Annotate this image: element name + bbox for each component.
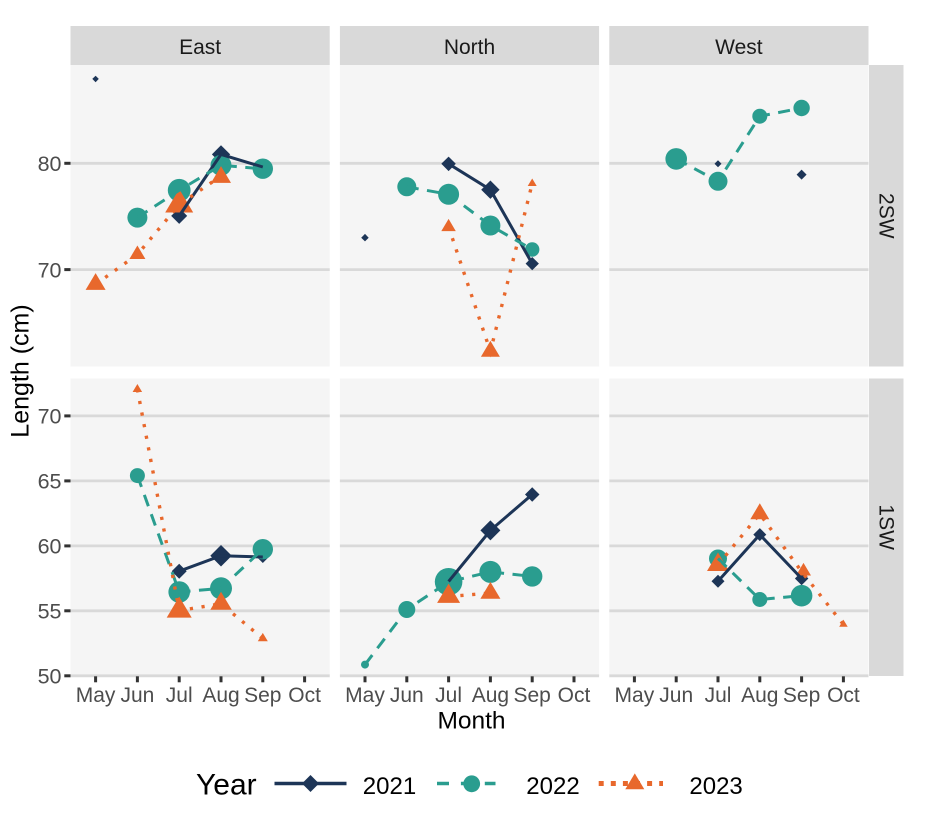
svg-text:Length (cm): Length (cm)	[7, 304, 35, 437]
svg-text:West: West	[715, 36, 763, 59]
svg-text:80: 80	[38, 152, 62, 176]
svg-text:60: 60	[38, 535, 62, 559]
svg-text:65: 65	[38, 470, 62, 494]
svg-text:Jun: Jun	[120, 684, 154, 707]
svg-text:Oct: Oct	[288, 684, 321, 707]
svg-text:North: North	[444, 36, 495, 59]
svg-text:70: 70	[38, 258, 62, 282]
svg-text:70: 70	[38, 405, 62, 429]
svg-text:Year: Year	[196, 769, 257, 802]
svg-text:2023: 2023	[689, 773, 742, 800]
svg-text:2SW: 2SW	[875, 193, 898, 239]
svg-text:Jun: Jun	[659, 684, 693, 707]
svg-text:50: 50	[38, 665, 62, 689]
svg-text:Month: Month	[437, 708, 505, 735]
svg-text:1SW: 1SW	[875, 504, 898, 550]
svg-text:55: 55	[38, 600, 62, 624]
svg-text:Oct: Oct	[827, 684, 860, 707]
svg-text:Oct: Oct	[558, 684, 591, 707]
svg-text:Aug: Aug	[472, 684, 509, 707]
svg-text:May: May	[345, 684, 385, 707]
svg-text:2021: 2021	[363, 773, 416, 800]
svg-text:Jul: Jul	[705, 684, 732, 707]
svg-text:Jul: Jul	[435, 684, 462, 707]
svg-text:Jun: Jun	[390, 684, 424, 707]
svg-text:2022: 2022	[526, 773, 579, 800]
svg-text:May: May	[615, 684, 655, 707]
svg-text:Jul: Jul	[166, 684, 193, 707]
svg-text:Aug: Aug	[202, 684, 239, 707]
svg-text:Sep: Sep	[783, 684, 820, 707]
svg-text:Aug: Aug	[741, 684, 778, 707]
svg-text:Sep: Sep	[514, 684, 551, 707]
svg-text:East: East	[179, 36, 221, 59]
svg-text:Sep: Sep	[244, 684, 281, 707]
svg-text:May: May	[76, 684, 116, 707]
